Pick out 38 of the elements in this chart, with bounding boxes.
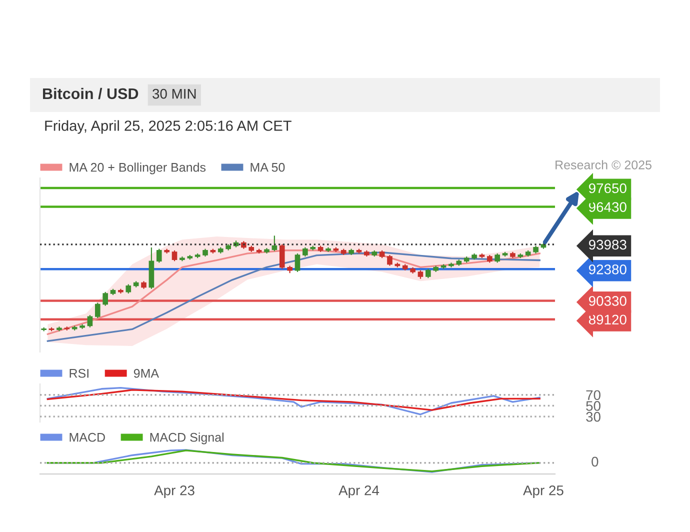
candlestick bbox=[172, 250, 178, 262]
candlestick bbox=[126, 284, 132, 294]
x-tick-label: Apr 24 bbox=[338, 485, 380, 498]
y-tick-label: 70 bbox=[586, 390, 600, 400]
y-tick-label: 50 bbox=[586, 401, 600, 411]
line-series bbox=[46, 389, 540, 411]
legend-label: MA 20 + Bollinger Bands bbox=[70, 162, 206, 174]
ref-line-label: 0 bbox=[592, 456, 598, 467]
candlestick bbox=[272, 235, 278, 252]
y-tick-label: 89120 bbox=[588, 314, 626, 325]
y-tick-label: 96430 bbox=[588, 202, 626, 212]
candlestick bbox=[279, 244, 285, 270]
legend-label: MA 50 bbox=[250, 162, 285, 172]
text: Friday, April 25, 2025 2:05:16 AM CET bbox=[45, 120, 292, 134]
line-series bbox=[46, 386, 540, 416]
candlestick bbox=[94, 302, 100, 319]
candlestick bbox=[302, 246, 308, 258]
y-tick-label: 92380 bbox=[588, 264, 626, 274]
legend-label: MACD Signal bbox=[150, 432, 224, 444]
legend-label: RSI bbox=[70, 368, 88, 378]
y-tick-label: 30 bbox=[586, 412, 600, 422]
candlestick bbox=[426, 268, 431, 279]
text: Research © 2025 bbox=[556, 160, 652, 170]
y-tick-label: 90330 bbox=[588, 296, 626, 306]
candlestick bbox=[102, 291, 108, 306]
y-tick-label: 97650 bbox=[588, 183, 626, 194]
x-tick-label: Apr 23 bbox=[154, 485, 194, 498]
chart-subtitle: 30 MIN bbox=[152, 88, 196, 99]
series-label: MACD bbox=[70, 432, 105, 442]
candlestick bbox=[156, 248, 162, 264]
candlestick bbox=[494, 252, 500, 264]
y-tick-label: 93983 bbox=[588, 240, 626, 250]
chart-title: Bitcoin / USD bbox=[43, 88, 138, 100]
legend-label: 9MA bbox=[134, 368, 160, 378]
candlestick bbox=[294, 252, 300, 272]
x-tick-label: Apr 25 bbox=[523, 485, 564, 498]
candlestick bbox=[387, 254, 392, 266]
candlestick bbox=[87, 314, 93, 328]
